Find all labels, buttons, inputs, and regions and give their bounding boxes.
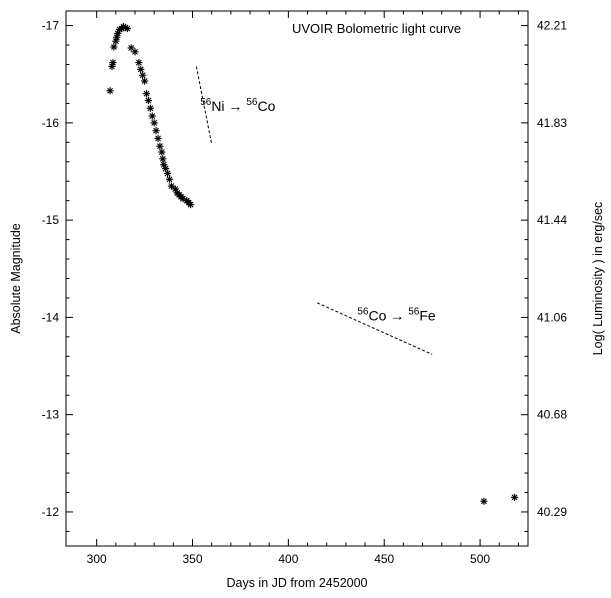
data-point bbox=[110, 43, 118, 51]
data-point bbox=[187, 200, 195, 209]
data-point-stroke bbox=[141, 78, 148, 84]
data-point bbox=[140, 77, 149, 85]
data-point bbox=[123, 24, 131, 33]
data-point-stroke bbox=[151, 119, 158, 126]
data-point bbox=[146, 104, 154, 112]
y2-tick-label: 40.29 bbox=[537, 505, 567, 519]
data-point-stroke bbox=[160, 161, 167, 168]
data-point bbox=[480, 497, 488, 505]
x-tick-label: 400 bbox=[278, 552, 298, 566]
y2-axis-title: Log( Luminosity ) in erg/sec bbox=[591, 202, 605, 356]
plot-frame bbox=[65, 10, 529, 547]
data-point-stroke bbox=[480, 498, 487, 505]
data-point bbox=[154, 134, 162, 143]
data-point bbox=[164, 169, 172, 178]
y-tick-label: -17 bbox=[42, 19, 60, 33]
data-point-stroke bbox=[110, 44, 117, 50]
data-point-stroke bbox=[159, 155, 166, 162]
data-point-stroke bbox=[107, 87, 114, 94]
data-point-stroke bbox=[139, 72, 146, 79]
data-point bbox=[131, 48, 139, 56]
data-point bbox=[139, 71, 147, 79]
x-tick-label: 450 bbox=[374, 552, 394, 566]
data-point-stroke bbox=[147, 105, 154, 112]
x-tick-label: 500 bbox=[470, 552, 490, 566]
data-point-stroke bbox=[124, 25, 131, 32]
chart-title: UVOIR Bolometric light curve bbox=[292, 21, 461, 36]
y2-tick-label: 41.44 bbox=[537, 213, 567, 227]
data-point bbox=[106, 87, 114, 95]
data-point-stroke bbox=[162, 165, 169, 172]
data-point bbox=[137, 65, 145, 73]
decay-label-co-fe: 56Co → 56Fe bbox=[357, 306, 435, 323]
data-point bbox=[167, 182, 176, 190]
data-point-stroke bbox=[143, 90, 150, 97]
decay-label-ni-co: 56Ni → 56Co bbox=[200, 97, 275, 114]
data-point bbox=[148, 112, 156, 120]
data-point-stroke bbox=[132, 48, 138, 55]
data-point-stroke bbox=[109, 63, 115, 70]
decay-line-co-fe bbox=[316, 302, 433, 355]
data-point-stroke bbox=[511, 494, 518, 501]
data-point-stroke bbox=[168, 183, 175, 190]
data-point-stroke bbox=[128, 45, 135, 51]
data-point-stroke bbox=[164, 170, 171, 177]
data-point-stroke bbox=[153, 127, 160, 134]
y2-tick-label: 42.21 bbox=[537, 19, 567, 33]
decay-line-ni-co bbox=[195, 66, 213, 145]
y-tick-label: -14 bbox=[42, 310, 60, 324]
data-point-stroke bbox=[158, 149, 165, 155]
data-point-stroke bbox=[155, 135, 161, 142]
data-point-stroke bbox=[113, 34, 120, 41]
y2-tick-label: 41.83 bbox=[537, 116, 567, 130]
data-point bbox=[144, 96, 153, 105]
data-point-stroke bbox=[135, 59, 142, 66]
data-point-stroke bbox=[145, 97, 152, 104]
y-tick-label: -12 bbox=[42, 505, 60, 519]
data-point-stroke bbox=[156, 143, 163, 150]
y-tick-label: -13 bbox=[42, 408, 60, 422]
y2-tick-label: 40.68 bbox=[537, 408, 567, 422]
data-point bbox=[165, 175, 174, 183]
data-point-stroke bbox=[180, 195, 186, 202]
data-point-stroke bbox=[187, 201, 194, 208]
y2-tick-label: 41.06 bbox=[537, 310, 567, 324]
data-point bbox=[142, 90, 151, 98]
data-point bbox=[159, 155, 167, 163]
data-point bbox=[152, 127, 160, 135]
x-tick-label: 300 bbox=[87, 552, 107, 566]
data-point bbox=[109, 58, 117, 67]
data-point bbox=[158, 148, 166, 156]
data-point-stroke bbox=[149, 113, 156, 119]
data-point-stroke bbox=[172, 186, 179, 192]
data-point-stroke bbox=[166, 176, 173, 183]
data-point bbox=[135, 58, 143, 67]
data-point bbox=[150, 119, 158, 127]
y-tick-label: -16 bbox=[42, 116, 60, 130]
x-axis-title: Days in JD from 2452000 bbox=[226, 576, 367, 590]
data-point-stroke bbox=[110, 59, 116, 66]
y-axis-title: Absolute Magnitude bbox=[9, 223, 23, 334]
y-tick-label: -15 bbox=[42, 213, 60, 227]
x-tick-label: 350 bbox=[183, 552, 203, 566]
data-point-stroke bbox=[137, 66, 144, 73]
data-point bbox=[510, 493, 519, 501]
data-point-stroke bbox=[112, 38, 119, 45]
data-point bbox=[156, 142, 164, 150]
